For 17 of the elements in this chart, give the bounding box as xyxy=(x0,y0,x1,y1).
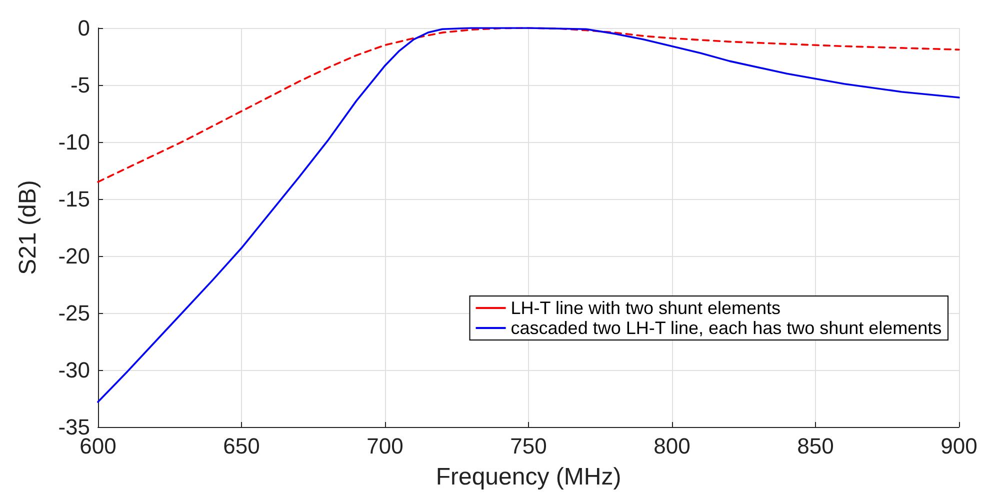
legend-label: LH-T line with two shunt elements xyxy=(510,298,781,318)
x-tick-label: 900 xyxy=(940,434,978,458)
y-tick-label: -15 xyxy=(58,186,90,212)
y-tick-label: -30 xyxy=(58,358,90,382)
y-tick-label: -25 xyxy=(58,300,90,326)
x-tick-label: 650 xyxy=(223,434,260,458)
x-tick-label: 700 xyxy=(366,434,404,458)
y-tick-label: 0 xyxy=(78,16,90,40)
x-axis-title: Frequency (MHz) xyxy=(436,464,622,490)
y-tick-label: -5 xyxy=(70,72,90,98)
legend-label: cascaded two LH-T line, each has two shunt elements xyxy=(510,318,942,338)
y-tick-label: -10 xyxy=(58,130,90,154)
x-tick-label: 850 xyxy=(797,434,834,458)
y-tick-label: -20 xyxy=(58,244,90,268)
x-tick-label: 800 xyxy=(654,434,690,458)
y-axis-title: S21 (dB) xyxy=(14,180,42,275)
x-tick-label: 750 xyxy=(510,434,547,458)
